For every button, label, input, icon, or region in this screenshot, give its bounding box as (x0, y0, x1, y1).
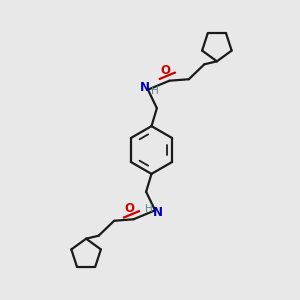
Text: H: H (145, 204, 152, 214)
Text: O: O (160, 64, 170, 77)
Text: H: H (151, 86, 158, 96)
Text: N: N (153, 206, 163, 219)
Text: N: N (140, 81, 150, 94)
Text: O: O (124, 202, 134, 215)
